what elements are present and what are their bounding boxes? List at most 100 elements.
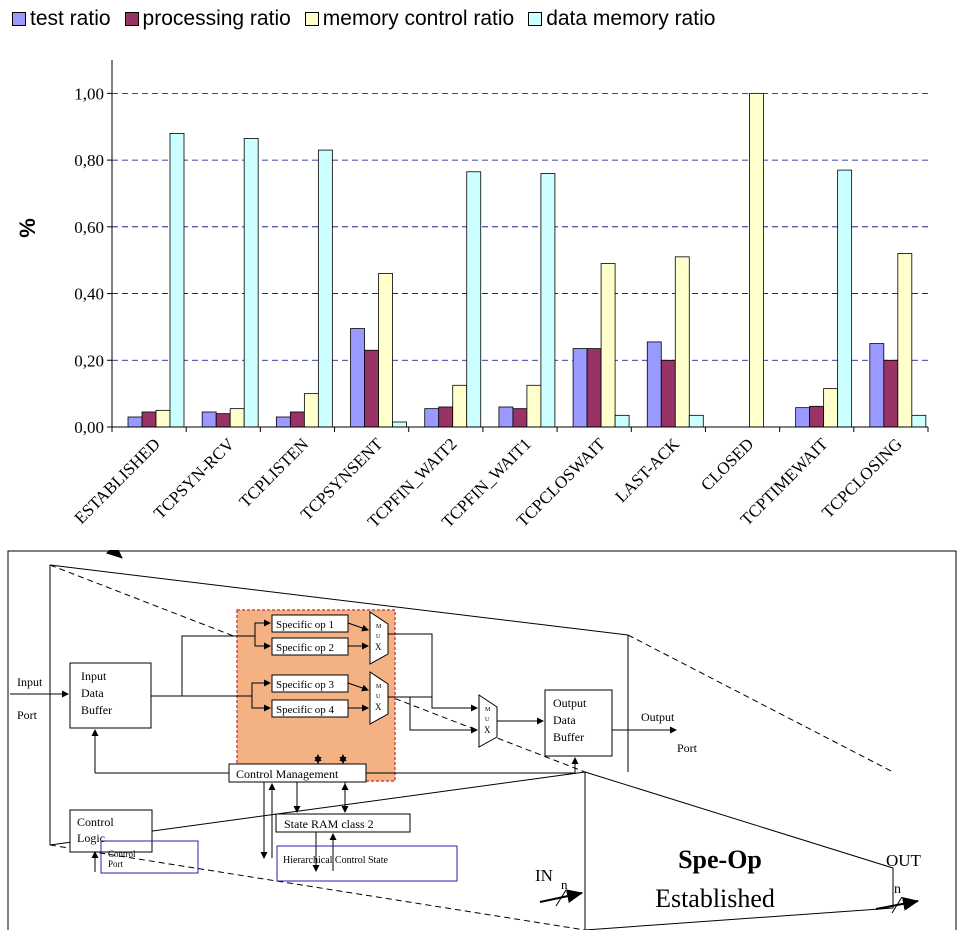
bar-processing-ratio	[883, 359, 899, 428]
svg-text:Specific op 2: Specific op 2	[276, 642, 334, 654]
bars	[127, 92, 927, 428]
state-ram-class-2: State RAM class 2	[275, 813, 411, 833]
legend-swatch	[304, 12, 319, 26]
bar-processing-ratio	[512, 408, 528, 428]
bar-data-memory-ratio	[911, 414, 927, 428]
zoom-arrow	[106, 550, 123, 559]
svg-text:Control Management: Control Management	[236, 767, 339, 781]
svg-text:U: U	[485, 717, 490, 723]
svg-text:Output: Output	[641, 710, 675, 724]
bar-processing-ratio	[586, 348, 602, 428]
bar-memory-control-ratio	[674, 256, 690, 428]
bar-memory-control-ratio	[526, 384, 542, 428]
bar-test-ratio	[350, 328, 365, 428]
bar-memory-control-ratio	[897, 253, 913, 428]
architecture-diagram: Specific op 1 Specific op 2 Specific op …	[7, 550, 957, 930]
bar-test-ratio	[646, 341, 662, 428]
bar-memory-control-ratio	[155, 409, 171, 428]
op-box-4: Specific op 4	[271, 699, 349, 718]
x-tick-label: CLOSED	[697, 434, 757, 494]
legend-swatch	[528, 12, 543, 26]
svg-text:Buffer: Buffer	[81, 703, 112, 717]
bar-memory-control-ratio	[749, 92, 764, 428]
y-tick-labels: 0,00 0,20 0,40 0,60 0,80 1,00	[74, 84, 112, 437]
svg-text:Established: Established	[655, 884, 775, 913]
bar-data-memory-ratio	[317, 149, 333, 428]
bar-data-memory-ratio	[837, 169, 853, 428]
y-tick-label: 0,80	[74, 151, 104, 170]
bar-data-memory-ratio	[614, 414, 630, 428]
x-tick-labels: ESTABLISHEDTCPSYN-RCVTCPLISTENTCPSYNSENT…	[71, 427, 929, 531]
bar-test-ratio	[201, 411, 217, 428]
bar-processing-ratio	[809, 405, 825, 428]
bar-test-ratio	[572, 348, 588, 428]
bar-processing-ratio	[141, 411, 157, 428]
svg-text:Hierarchical Control State: Hierarchical Control State	[283, 855, 389, 866]
output-port: Output Port	[612, 710, 698, 755]
bar-memory-control-ratio	[378, 273, 393, 428]
bar-memory-control-ratio	[229, 408, 245, 428]
op-box-1: Specific op 1	[271, 614, 349, 633]
svg-text:X: X	[375, 642, 382, 652]
y-tick-label: 0,00	[74, 418, 104, 437]
bar-processing-ratio	[289, 411, 305, 428]
bar-memory-control-ratio	[452, 384, 468, 428]
y-tick-label: 0,40	[74, 285, 104, 304]
bar-data-memory-ratio	[392, 421, 407, 428]
bar-memory-control-ratio	[600, 263, 616, 428]
svg-text:Specific op 3: Specific op 3	[276, 679, 335, 691]
legend-swatch	[124, 12, 139, 26]
svg-text:Data: Data	[553, 713, 576, 727]
x-tick-label: ESTABLISHED	[71, 434, 164, 527]
svg-text:U: U	[376, 634, 381, 640]
legend-item: test ratio	[12, 7, 111, 31]
legend-label: test ratio	[30, 7, 111, 30]
bar-test-ratio	[795, 407, 811, 428]
control-management: Control Management	[228, 763, 367, 783]
diagram-frame	[7, 550, 957, 930]
legend-label: memory control ratio	[322, 7, 515, 30]
bar-test-ratio	[498, 406, 514, 428]
bar-processing-ratio	[438, 406, 454, 428]
svg-text:Input: Input	[17, 675, 43, 689]
legend-swatch	[12, 12, 26, 26]
bar-memory-control-ratio	[823, 388, 839, 428]
svg-text:X: X	[375, 702, 382, 712]
svg-text:Spe-Op: Spe-Op	[678, 845, 762, 874]
svg-text:n: n	[894, 882, 901, 897]
y-axis-label: %	[15, 218, 40, 238]
hierarchical-control-state: Hierarchical Control State	[276, 845, 458, 882]
control-logic: Control Logic	[69, 809, 153, 853]
bar-data-memory-ratio	[243, 138, 259, 428]
output-data-buffer: Output Data Buffer	[544, 689, 613, 757]
legend-item: processing ratio	[124, 7, 291, 31]
bar-memory-control-ratio	[303, 393, 319, 428]
in-n-port: IN n	[535, 866, 583, 907]
svg-text:X: X	[484, 725, 491, 735]
mux-3: M U X	[478, 694, 498, 748]
legend-item: memory control ratio	[304, 7, 515, 31]
bar-test-ratio	[424, 408, 440, 428]
svg-text:Specific op 1: Specific op 1	[276, 619, 334, 631]
bar-data-memory-ratio	[688, 414, 704, 428]
svg-text:Control: Control	[77, 815, 114, 829]
svg-text:Logic: Logic	[77, 831, 105, 845]
svg-text:Port: Port	[108, 859, 124, 869]
gridlines	[112, 92, 928, 361]
x-tick-label: TCPCLOSING	[818, 434, 906, 522]
bar-data-memory-ratio	[466, 171, 482, 428]
svg-text:U: U	[376, 694, 381, 700]
svg-text:Specific op 4: Specific op 4	[276, 704, 335, 716]
spe-op-block: Spe-Op Established	[584, 771, 894, 930]
svg-text:Port: Port	[677, 741, 698, 755]
legend-label: data memory ratio	[546, 7, 716, 30]
control-port: Control Port	[91, 840, 199, 874]
legend: test ratio processing ratio memory control…	[12, 6, 729, 32]
x-tick-label: LAST-ACK	[611, 434, 683, 506]
svg-text:Buffer: Buffer	[553, 730, 584, 744]
input-port: Input Port	[10, 675, 69, 722]
x-tick-label: TCPLISTEN	[235, 434, 312, 511]
svg-text:n: n	[561, 877, 568, 892]
input-data-buffer: Input Data Buffer	[69, 662, 152, 729]
